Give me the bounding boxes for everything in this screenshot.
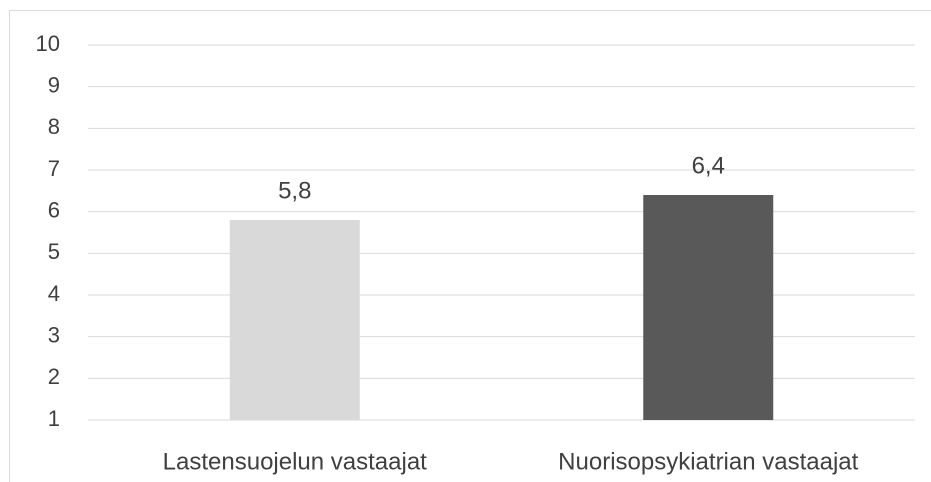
x-tick-label: Lastensuojelun vastaajat	[163, 448, 428, 475]
value-label: 6,4	[692, 152, 725, 179]
bar	[643, 195, 774, 420]
y-tick-label: 3	[48, 322, 60, 347]
y-tick-label: 7	[48, 156, 60, 181]
y-tick-label: 10	[36, 31, 60, 56]
y-tick-label: 4	[48, 281, 60, 306]
y-tick-label: 6	[48, 197, 60, 222]
y-tick-label: 2	[48, 364, 60, 389]
y-tick-label: 8	[48, 114, 60, 139]
y-tick-label: 9	[48, 72, 60, 97]
value-label: 5,8	[278, 177, 311, 204]
x-tick-label: Nuorisopsykiatrian vastaajat	[558, 448, 858, 475]
y-tick-label: 5	[48, 239, 60, 264]
bar	[229, 220, 360, 420]
chart-border	[9, 10, 931, 482]
y-tick-label: 1	[48, 406, 60, 431]
